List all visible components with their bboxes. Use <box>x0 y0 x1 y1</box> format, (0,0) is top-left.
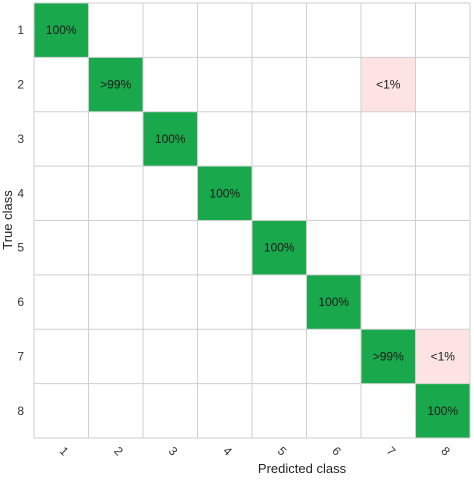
x-tick-label: 1 <box>57 444 72 459</box>
matrix-cell-empty <box>361 220 416 275</box>
x-tick-label: 3 <box>166 444 181 459</box>
x-tick-label: 7 <box>384 444 399 459</box>
matrix-cell-empty <box>143 383 198 438</box>
y-tick-label: 3 <box>17 132 24 146</box>
matrix-cell-empty <box>197 274 252 330</box>
y-tick-label: 4 <box>17 186 24 200</box>
matrix-cell-empty <box>306 329 361 384</box>
matrix-cell-empty <box>88 166 143 221</box>
matrix-cell-empty <box>34 166 89 221</box>
cell-value-label: 100% <box>427 404 458 418</box>
matrix-cell-empty <box>415 111 470 167</box>
matrix-cell-correct <box>34 3 89 58</box>
x-tick-label: 8 <box>438 444 453 459</box>
matrix-cell-empty <box>415 274 470 330</box>
matrix-cell-empty <box>252 329 307 384</box>
matrix-cell-empty <box>361 166 416 221</box>
cell-value-label: 100% <box>318 295 349 309</box>
matrix-cell-empty <box>306 3 361 58</box>
y-tick-label: 7 <box>17 349 24 363</box>
matrix-cell-empty <box>88 111 143 167</box>
matrix-cell-empty <box>197 57 252 112</box>
grid-layer <box>33 2 471 439</box>
x-tick-label: 5 <box>275 444 290 459</box>
matrix-cell-empty <box>361 383 416 438</box>
y-tick-label: 5 <box>17 241 24 255</box>
matrix-cell-empty <box>34 57 89 112</box>
matrix-cell-correct <box>252 220 307 275</box>
matrix-cell-empty <box>252 383 307 438</box>
x-tick-label: 6 <box>329 444 344 459</box>
matrix-cell-empty <box>252 111 307 167</box>
matrix-cell-correct <box>88 57 143 112</box>
matrix-cell-empty <box>34 220 89 275</box>
cell-value-label: >99% <box>100 78 131 92</box>
matrix-cell-empty <box>361 274 416 330</box>
matrix-cell-empty <box>306 57 361 112</box>
y-tick-label: 6 <box>17 295 24 309</box>
matrix-cell-empty <box>88 220 143 275</box>
matrix-cell-correct <box>306 274 361 330</box>
matrix-cell-empty <box>34 329 89 384</box>
cell-value-label: 100% <box>264 241 295 255</box>
y-axis-label: True class <box>0 190 15 250</box>
matrix-cell-empty <box>197 111 252 167</box>
matrix-cell-empty <box>415 220 470 275</box>
matrix-cell-empty <box>143 220 198 275</box>
matrix-cell-empty <box>197 383 252 438</box>
matrix-cell-correct <box>197 166 252 221</box>
matrix-cell-empty <box>306 166 361 221</box>
matrix-cell-empty <box>143 57 198 112</box>
y-tick-label: 2 <box>17 78 24 92</box>
cell-value-label: >99% <box>373 349 404 363</box>
matrix-cell-empty <box>415 3 470 58</box>
x-tick-label: 2 <box>111 444 126 459</box>
cell-value-label: 100% <box>46 23 77 37</box>
matrix-cell-empty <box>361 111 416 167</box>
matrix-cell-empty <box>252 274 307 330</box>
matrix-cell-empty <box>34 383 89 438</box>
matrix-cell-empty <box>88 274 143 330</box>
cell-value-label: 100% <box>155 132 186 146</box>
matrix-cell-error <box>415 329 470 384</box>
matrix-cell-correct <box>143 111 198 167</box>
matrix-cell-empty <box>306 111 361 167</box>
cell-value-label: <1% <box>431 349 456 363</box>
matrix-cell-empty <box>143 329 198 384</box>
matrix-cell-empty <box>34 274 89 330</box>
matrix-cell-empty <box>143 274 198 330</box>
cell-value-label: 100% <box>209 186 240 200</box>
cell-value-label: <1% <box>376 78 401 92</box>
x-tick-label: 4 <box>220 444 235 459</box>
matrix-cell-error <box>361 57 416 112</box>
matrix-cell-empty <box>88 329 143 384</box>
y-tick-label: 8 <box>17 404 24 418</box>
matrix-cell-empty <box>306 383 361 438</box>
matrix-cell-empty <box>252 166 307 221</box>
y-tick-label: 1 <box>17 23 24 37</box>
matrix-cell-empty <box>88 3 143 58</box>
matrix-cell-empty <box>252 57 307 112</box>
x-axis-label: Predicted class <box>258 461 347 476</box>
matrix-cell-empty <box>197 3 252 58</box>
matrix-cell-empty <box>252 3 307 58</box>
matrix-cell-empty <box>306 220 361 275</box>
matrix-cell-empty <box>415 57 470 112</box>
matrix-cell-empty <box>361 3 416 58</box>
matrix-cell-correct <box>361 329 416 384</box>
matrix-cell-empty <box>88 383 143 438</box>
matrix-cell-empty <box>197 329 252 384</box>
matrix-cell-empty <box>143 166 198 221</box>
matrix-cell-correct <box>415 383 470 438</box>
x-tick-labels: 1 2 3 4 5 6 7 8 <box>57 444 453 459</box>
matrix-cell-empty <box>143 3 198 58</box>
y-tick-labels: 1 2 3 4 5 6 7 8 <box>17 23 24 418</box>
cells-layer <box>34 3 470 438</box>
matrix-cell-empty <box>197 220 252 275</box>
cell-labels-layer: 100% >99% <1% 100% 100% 100% 100% >99% <1% 100% <box>46 23 459 418</box>
matrix-cell-empty <box>34 111 89 167</box>
matrix-cell-empty <box>415 166 470 221</box>
